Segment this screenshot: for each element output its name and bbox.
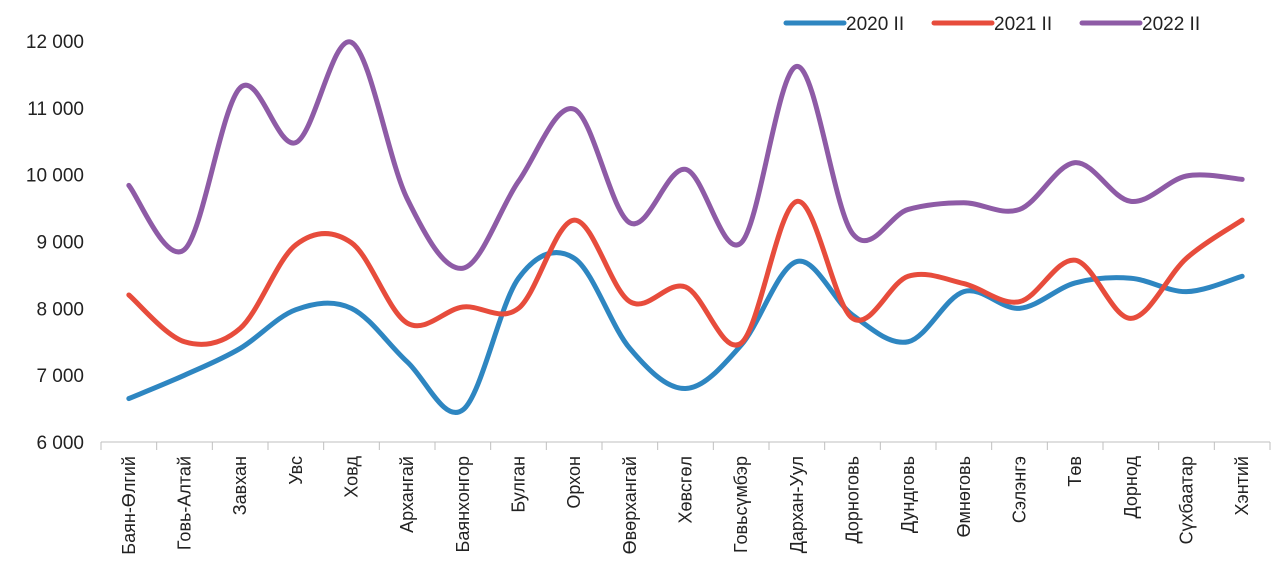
y-axis: 6 000 7 000 8 000 9 000 10 000 11 000 12 000 xyxy=(26,32,84,454)
x-tick-label: Хэнтий xyxy=(1232,456,1252,515)
x-tick-label: Сүхбаатар xyxy=(1177,456,1197,544)
legend-label: 2022 II xyxy=(1142,14,1200,35)
y-tick-label: 7 000 xyxy=(36,366,84,387)
series-line-1 xyxy=(126,250,1245,415)
x-tick-label: Завхан xyxy=(230,456,250,515)
x-tick-label: Говь-Алтай xyxy=(175,456,195,550)
x-tick-label: Сэлэнгэ xyxy=(1010,456,1030,523)
x-tick-label: Өвөрхангай xyxy=(620,456,640,554)
x-tick-label: Төв xyxy=(1065,456,1085,487)
series-line-3 xyxy=(126,39,1245,271)
x-tick-label: Дорнод xyxy=(1121,456,1141,519)
y-tick-label: 12 000 xyxy=(26,32,84,53)
x-tick-label: Орхон xyxy=(564,456,584,509)
x-tick-label: Дорноговь xyxy=(843,456,863,544)
x-tick-label: Архангай xyxy=(397,456,417,533)
x-tick-label: Увс xyxy=(286,456,306,485)
y-tick-label: 6 000 xyxy=(36,433,84,454)
y-tick-label: 11 000 xyxy=(27,99,84,120)
x-tick-label: Ховд xyxy=(342,456,362,498)
x-tick-label: Дархан-Уул xyxy=(787,456,807,553)
x-tick-label: Өмнөговь xyxy=(954,456,974,537)
y-tick-label: 8 000 xyxy=(36,299,84,320)
x-tick-label: Хөвсгөл xyxy=(676,456,696,523)
legend-label: 2020 II xyxy=(846,14,904,35)
x-tick-label: Баянхонгор xyxy=(453,456,473,552)
x-tick-label: Булган xyxy=(509,456,529,513)
series-line-2 xyxy=(126,198,1245,348)
legend-label: 2021 II xyxy=(994,14,1052,35)
x-axis: Баян-Өлгий Говь-Алтай Завхан Увс Ховд Арханга… xyxy=(100,441,1271,555)
series-lines xyxy=(126,39,1245,415)
legend: 2020 II 2021 II 2022 II xyxy=(783,14,1200,35)
y-tick-label: 10 000 xyxy=(26,166,84,187)
y-tick-label: 9 000 xyxy=(36,233,84,254)
x-tick-label: Баян-Өлгий xyxy=(119,456,139,555)
x-tick-label: Дундговь xyxy=(898,456,918,533)
x-tick-label: Говьсүмбэр xyxy=(731,456,751,553)
